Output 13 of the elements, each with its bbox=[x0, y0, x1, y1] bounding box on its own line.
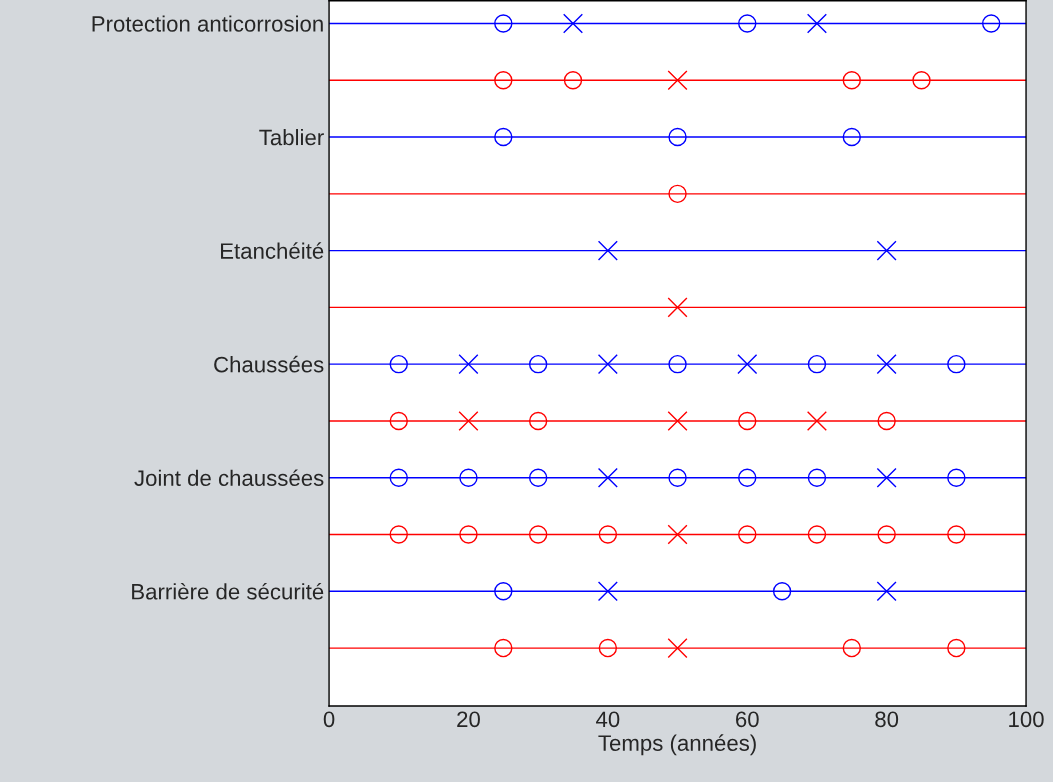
x-axis-title: Temps (années) bbox=[598, 734, 756, 756]
x-tick-label: 20 bbox=[457, 711, 480, 728]
y-tick-label: Tablier bbox=[259, 129, 324, 146]
x-tick-label: 0 bbox=[323, 711, 335, 728]
y-tick-label: Chaussées bbox=[214, 355, 324, 373]
y-tick-label: Barrière de sécurité bbox=[132, 582, 324, 600]
y-tick-label: Etanchéité bbox=[221, 242, 324, 259]
x-tick-label: 80 bbox=[875, 711, 899, 728]
y-tick-label: Joint de chaussées bbox=[134, 469, 324, 486]
x-tick-label: 100 bbox=[1009, 711, 1044, 728]
x-tick-label: 60 bbox=[736, 711, 759, 728]
y-tick-label: Protection anticorrosion bbox=[92, 15, 323, 32]
x-tick-label: 40 bbox=[596, 711, 620, 728]
